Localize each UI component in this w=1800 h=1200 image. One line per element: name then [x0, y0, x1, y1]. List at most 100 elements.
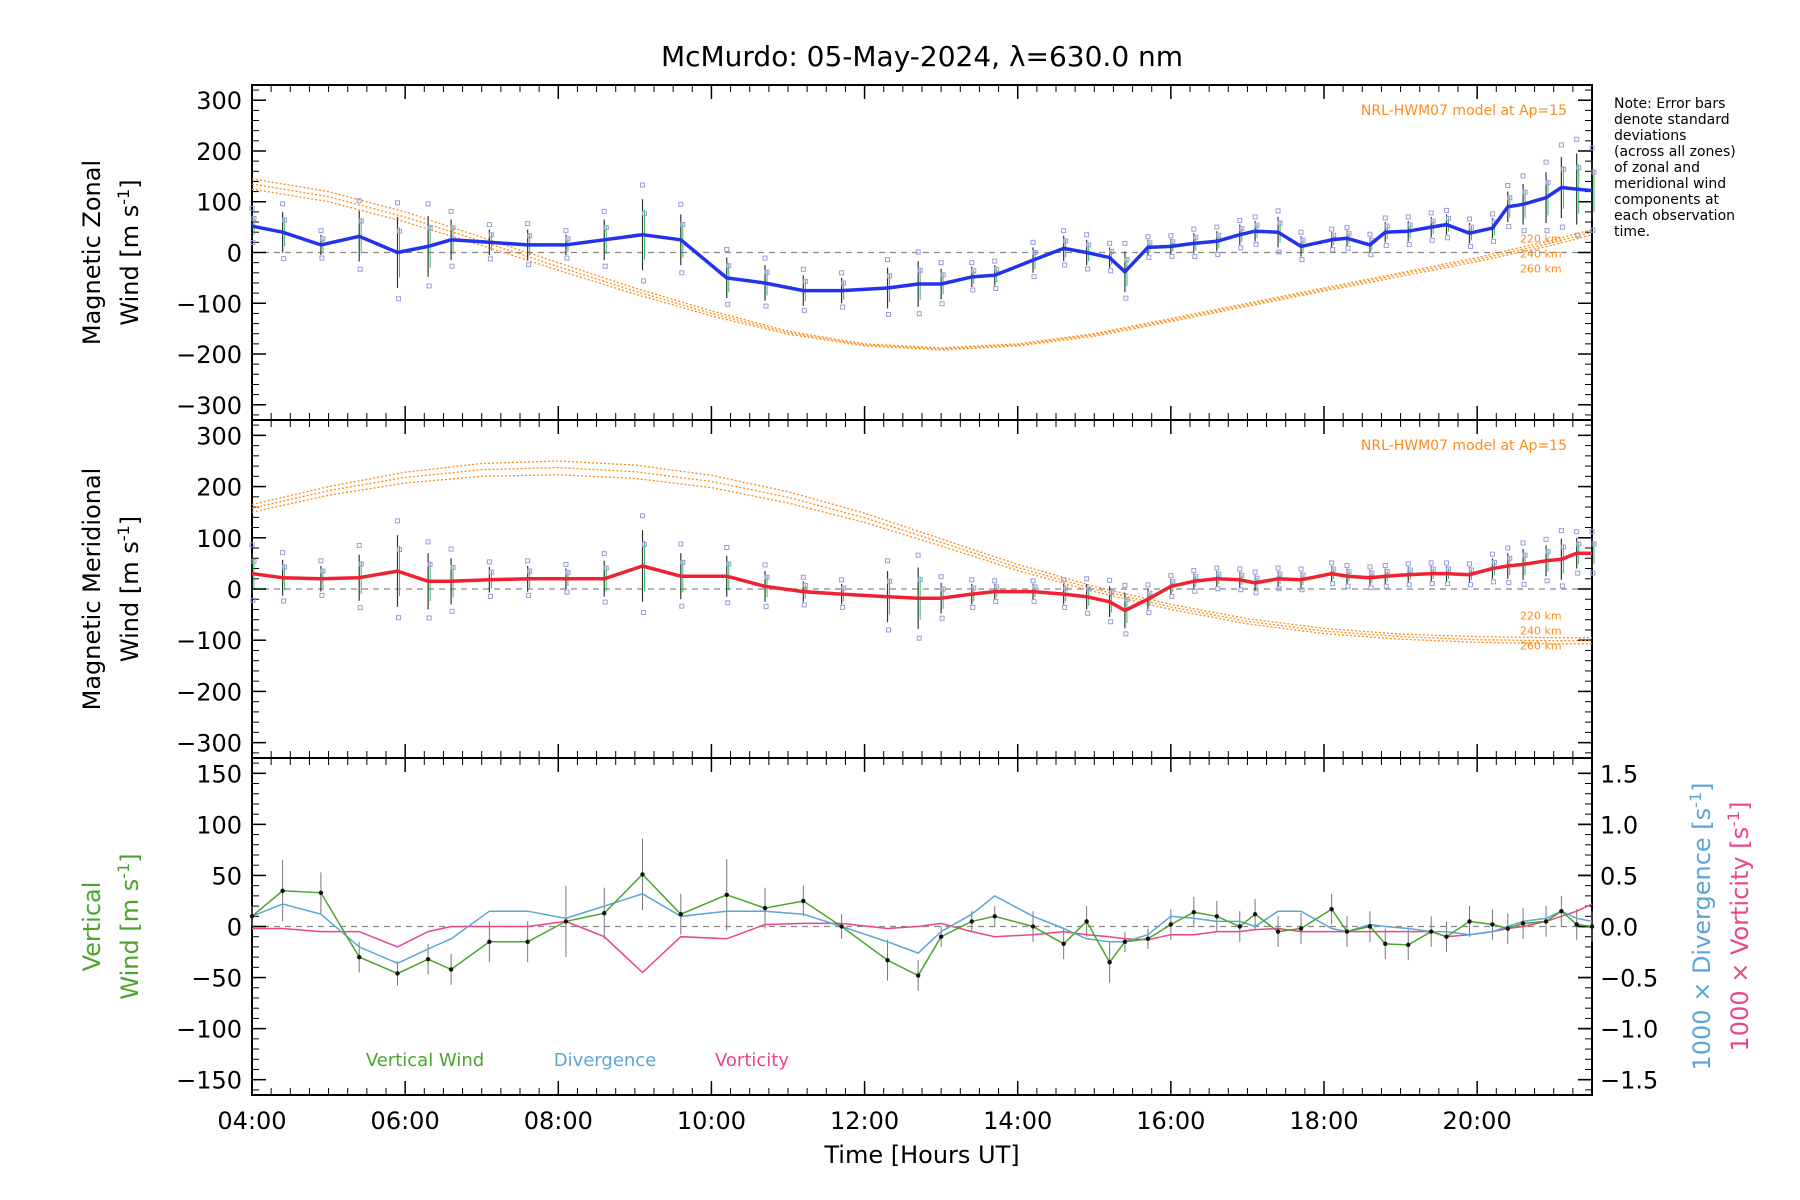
y-axis-label-line2: Wind [m s-1]	[114, 516, 144, 662]
x-tick-label: 14:00	[983, 1107, 1052, 1135]
zone-sample-marker	[841, 280, 847, 286]
zone-sample-marker	[1591, 541, 1597, 547]
zone-sample-marker	[1407, 567, 1413, 573]
y-tick-label: 200	[196, 474, 242, 502]
zone-sample-marker	[426, 615, 432, 621]
zone-sample-marker	[1384, 223, 1390, 229]
x-tick-label: 04:00	[217, 1107, 286, 1135]
zone-sample-marker	[1429, 581, 1435, 587]
zone-sample-marker	[762, 255, 768, 261]
zone-sample-marker	[1169, 253, 1175, 259]
zone-sample-marker	[969, 577, 975, 583]
zone-sample-marker	[970, 604, 976, 610]
zone-sample-marker	[320, 568, 326, 574]
zone-sample-marker	[526, 262, 532, 268]
zone-sample-marker	[1123, 631, 1129, 637]
y-tick-label: 0	[227, 576, 242, 604]
zone-sample-marker	[1061, 228, 1067, 234]
zone-sample-marker	[1030, 239, 1036, 245]
zone-sample-marker	[1276, 249, 1282, 255]
zone-sample-marker	[1147, 590, 1153, 596]
vertical-wind-point	[563, 919, 569, 924]
zone-sample-marker	[449, 263, 455, 269]
zone-sample-marker	[1505, 183, 1511, 188]
y-axis-label-line2: Wind [m s-1]	[114, 853, 144, 999]
zone-sample-marker	[939, 301, 945, 307]
zone-sample-marker	[1086, 586, 1092, 592]
zone-sample-marker	[396, 547, 402, 553]
zone-sample-marker	[1329, 226, 1335, 232]
zone-sample-marker	[1061, 577, 1067, 583]
zone-sample-marker	[1109, 590, 1115, 596]
vertical-wind-point	[280, 888, 285, 893]
zone-sample-marker	[1384, 569, 1390, 575]
error-bar-note: Note: Error bars denote standard deviati…	[1614, 96, 1736, 240]
zone-sample-marker	[1147, 240, 1153, 246]
zone-sample-marker	[426, 283, 432, 289]
vertical-wind-point	[724, 892, 729, 898]
zone-sample-marker	[885, 257, 891, 263]
vertical-wind-line	[251, 873, 1593, 977]
zone-sample-marker	[641, 278, 647, 284]
model-curve	[251, 460, 1592, 639]
zone-sample-marker	[1346, 231, 1352, 237]
vertical-wind-point	[885, 958, 890, 963]
x-tick-label: 08:00	[524, 1107, 593, 1135]
zone-sample-marker	[450, 225, 456, 231]
y-tick-label: 200	[196, 138, 242, 166]
zone-sample-marker	[1468, 567, 1474, 573]
zone-sample-marker	[488, 569, 494, 575]
zone-sample-marker	[1369, 570, 1375, 576]
zone-sample-marker	[1445, 235, 1451, 241]
zone-sample-marker	[1576, 165, 1582, 171]
zone-sample-marker	[1331, 566, 1337, 572]
zone-sample-marker	[251, 558, 257, 564]
zone-sample-marker	[938, 574, 944, 580]
zone-sample-marker	[1254, 222, 1260, 228]
zone-sample-marker	[1543, 159, 1549, 165]
zone-sample-marker	[427, 225, 433, 231]
vertical-wind-point	[487, 939, 492, 945]
x-tick-label: 06:00	[371, 1107, 440, 1135]
zone-sample-marker	[356, 542, 362, 548]
zone-sample-marker	[1298, 566, 1304, 572]
zone-sample-marker	[563, 561, 569, 567]
zone-sample-marker	[1253, 241, 1259, 247]
legend-entry: Vorticity	[715, 1050, 789, 1071]
zone-sample-marker	[281, 598, 287, 604]
zone-sample-marker	[1062, 262, 1068, 268]
zone-sample-marker	[886, 627, 892, 633]
zone-sample-marker	[1558, 142, 1564, 148]
figure-title: McMurdo: 05-May-2024, λ=630.0 nm	[661, 40, 1183, 73]
zone-sample-marker	[1544, 578, 1550, 584]
vertical-wind-point	[249, 914, 255, 919]
zone-sample-marker	[1298, 229, 1304, 235]
vertical-wind-point	[425, 956, 431, 962]
zone-sample-marker	[1216, 571, 1222, 577]
zone-sample-marker	[394, 518, 400, 524]
zone-sample-marker	[318, 558, 324, 564]
zone-sample-marker	[1032, 250, 1038, 255]
y-tick-label: −50	[191, 965, 242, 993]
legend-entry: Divergence	[554, 1050, 657, 1071]
y-tick-label: 0	[227, 240, 242, 268]
zone-sample-marker	[1445, 581, 1451, 587]
zone-sample-marker	[1521, 581, 1527, 587]
zone-sample-marker	[425, 539, 431, 545]
zone-sample-marker	[282, 217, 288, 223]
zone-sample-marker	[358, 218, 364, 224]
zone-sample-marker	[282, 564, 288, 570]
vertical-wind-point	[357, 954, 362, 960]
zone-sample-marker	[1467, 243, 1473, 249]
vertical-wind-point	[1329, 906, 1334, 912]
zone-sample-marker	[1253, 590, 1259, 596]
zone-sample-marker	[642, 210, 648, 216]
vertical-wind-point	[1367, 924, 1373, 929]
zone-sample-marker	[1252, 214, 1258, 220]
zone-sample-marker	[1574, 529, 1580, 535]
zone-sample-marker	[1330, 247, 1336, 253]
vertical-wind-point	[1589, 924, 1595, 929]
vertical-wind-point	[602, 911, 607, 916]
zone-sample-marker	[940, 586, 946, 592]
